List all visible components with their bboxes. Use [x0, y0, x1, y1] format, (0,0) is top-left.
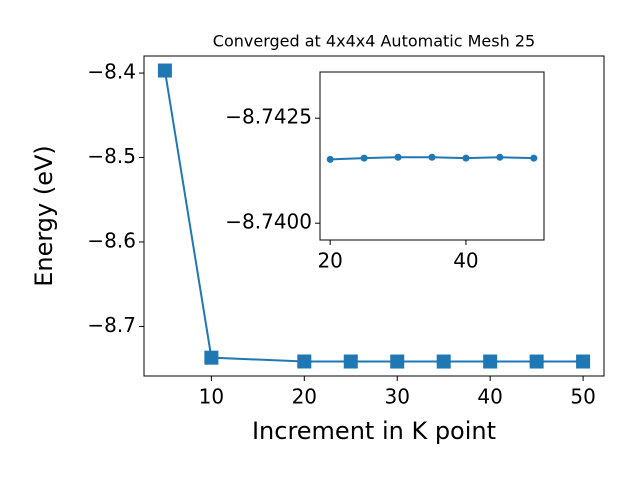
y-tick-label: −8.6	[87, 228, 136, 252]
x-tick-label: 40	[477, 385, 502, 409]
data-point	[436, 354, 451, 369]
y-tick-label: −8.7400	[225, 210, 312, 234]
x-tick-label: 30	[385, 385, 410, 409]
data-point	[204, 350, 219, 365]
data-point	[157, 63, 172, 78]
data-point	[530, 154, 538, 162]
y-tick-label: −8.7	[87, 313, 136, 337]
data-point	[428, 153, 436, 161]
x-tick-label: 50	[570, 385, 595, 409]
x-tick-label: 40	[453, 249, 478, 273]
data-point	[576, 354, 591, 369]
data-point	[462, 154, 470, 162]
x-tick-label: 20	[317, 249, 342, 273]
y-tick-label: −8.5	[87, 144, 136, 168]
x-axis-label: Increment in K point	[252, 417, 496, 445]
data-point	[343, 354, 358, 369]
data-point	[390, 354, 405, 369]
y-tick-label: −8.4	[87, 60, 136, 84]
data-point	[394, 153, 402, 161]
data-point	[360, 154, 368, 162]
data-point	[483, 354, 498, 369]
data-point	[496, 153, 504, 161]
x-tick-label: 10	[199, 385, 224, 409]
y-tick-label: −8.7425	[225, 105, 312, 129]
data-point	[529, 354, 544, 369]
data-point	[297, 354, 312, 369]
x-tick-label: 20	[292, 385, 317, 409]
data-point	[326, 155, 334, 163]
chart-title: Converged at 4x4x4 Automatic Mesh 25	[213, 32, 535, 51]
y-axis-label: Energy (eV)	[30, 145, 58, 287]
